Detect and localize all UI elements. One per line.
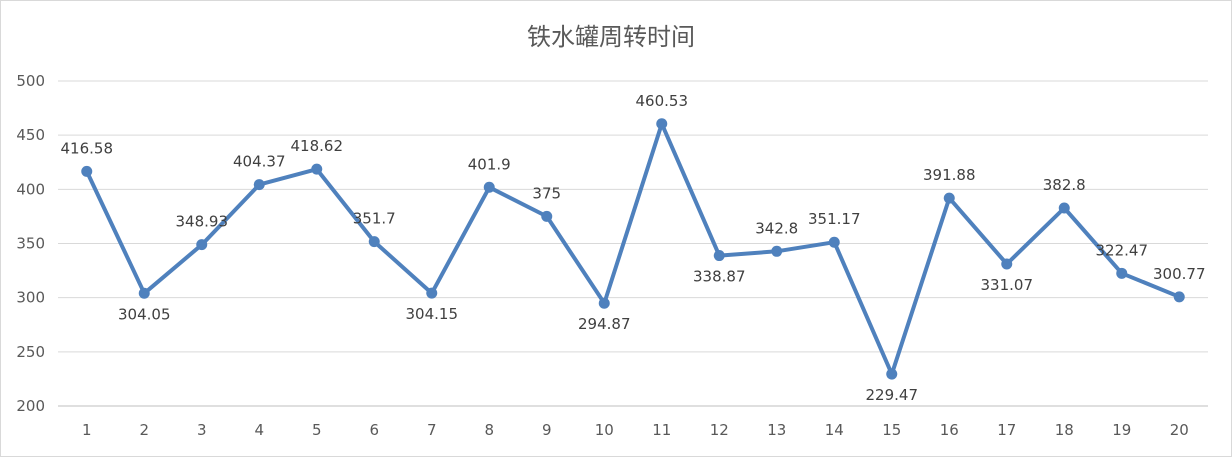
x-tick-label: 3 (197, 421, 207, 439)
x-tick-label: 12 (710, 421, 729, 439)
data-point (426, 287, 438, 299)
data-point (311, 163, 323, 175)
x-tick-label: 8 (484, 421, 494, 439)
data-label: 294.87 (578, 315, 631, 333)
data-point (253, 179, 265, 191)
x-tick-label: 13 (767, 421, 786, 439)
data-point (713, 250, 725, 262)
data-label: 342.8 (755, 219, 798, 237)
data-label: 460.53 (636, 92, 689, 110)
data-point (1173, 291, 1185, 303)
y-tick-label: 350 (16, 235, 45, 253)
y-tick-label: 450 (16, 126, 45, 144)
x-tick-label: 4 (254, 421, 264, 439)
y-tick-label: 500 (16, 72, 45, 90)
x-tick-label: 20 (1170, 421, 1189, 439)
data-labels: 416.58 304.05 348.93 404.37 418.62 351.7 304.1… (61, 92, 1206, 404)
data-point (771, 245, 783, 257)
x-tick-label: 15 (882, 421, 901, 439)
y-tick-label: 250 (16, 343, 45, 361)
data-label: 401.9 (468, 155, 511, 173)
data-label: 416.58 (61, 139, 114, 157)
data-label: 331.07 (981, 276, 1034, 294)
data-point (81, 165, 93, 177)
data-point (138, 287, 150, 299)
data-label: 351.17 (808, 210, 861, 228)
x-tick-label: 1 (82, 421, 92, 439)
data-label: 418.62 (291, 137, 344, 155)
y-tick-label: 300 (16, 289, 45, 307)
series (84, 121, 1182, 377)
data-point (483, 181, 495, 193)
data-point (368, 236, 380, 248)
data-label: 322.47 (1096, 241, 1149, 259)
data-label: 351.7 (353, 210, 396, 228)
y-tick-label: 400 (16, 180, 45, 198)
series-line (84, 121, 1182, 377)
x-axis-tick-labels: 1 2 3 4 5 6 7 8 9 10 11 12 13 14 15 16 17 18 19 20 (82, 421, 1189, 439)
data-point (656, 118, 668, 130)
data-label: 391.88 (923, 166, 976, 184)
data-point (1116, 267, 1128, 279)
gridlines (58, 80, 1208, 407)
x-tick-label: 16 (940, 421, 959, 439)
data-point (1058, 202, 1070, 214)
data-label: 382.8 (1043, 176, 1086, 194)
x-tick-label: 7 (427, 421, 437, 439)
data-label: 338.87 (693, 268, 746, 286)
x-tick-label: 11 (652, 421, 671, 439)
data-point (828, 236, 840, 248)
y-tick-label: 200 (16, 397, 45, 415)
x-tick-label: 5 (312, 421, 322, 439)
chart-title: 铁水罐周转时间 (527, 23, 695, 51)
data-label: 304.05 (118, 305, 171, 323)
y-axis-tick-labels: 200 250 300 350 400 450 500 (16, 72, 45, 415)
data-point (541, 210, 553, 222)
data-label: 300.77 (1153, 265, 1206, 283)
x-tick-label: 18 (1055, 421, 1074, 439)
x-tick-label: 6 (369, 421, 379, 439)
data-label: 229.47 (866, 386, 919, 404)
data-point (598, 297, 610, 309)
data-label: 375 (532, 184, 561, 202)
data-point (886, 368, 898, 380)
data-points (81, 118, 1185, 380)
x-tick-label: 14 (825, 421, 844, 439)
data-point (196, 239, 208, 251)
x-tick-label: 10 (595, 421, 614, 439)
x-tick-label: 17 (997, 421, 1016, 439)
data-label: 348.93 (176, 213, 229, 231)
x-tick-label: 2 (139, 421, 149, 439)
data-label: 304.15 (406, 305, 459, 323)
data-label: 404.37 (233, 153, 286, 171)
data-point (943, 192, 955, 204)
x-tick-label: 19 (1112, 421, 1131, 439)
data-point (1001, 258, 1013, 270)
x-tick-label: 9 (542, 421, 552, 439)
